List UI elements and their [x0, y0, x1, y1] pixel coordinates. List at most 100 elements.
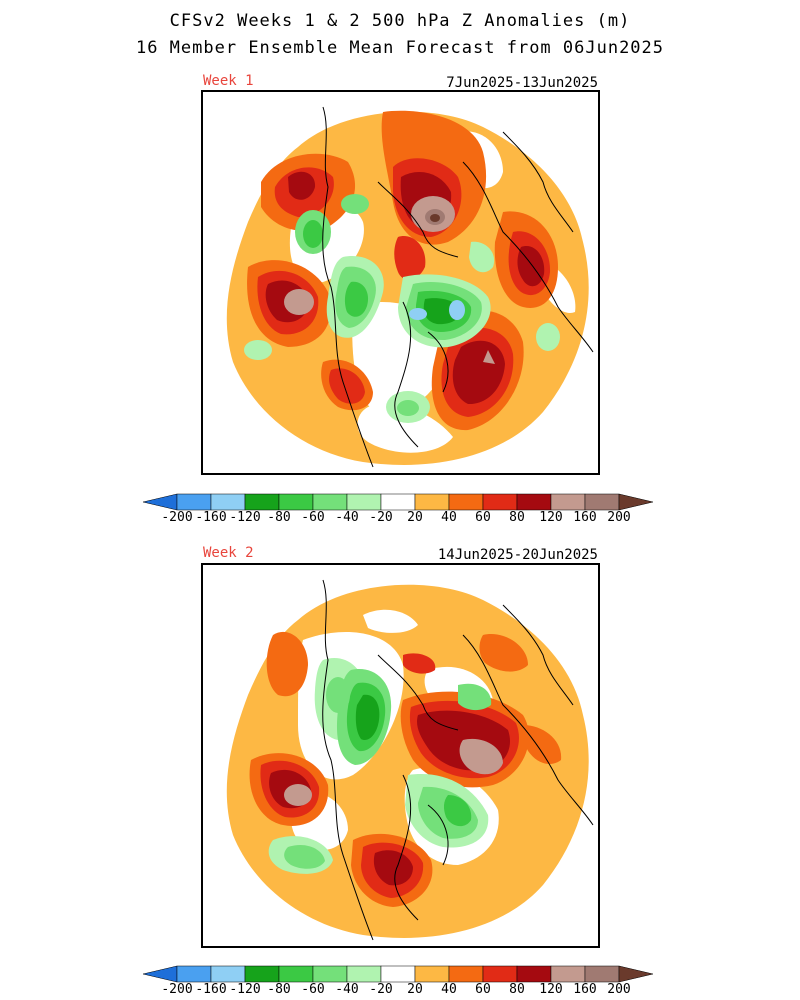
week1-anomaly-map	[226, 106, 594, 468]
colorbar-tick-label: -60	[301, 510, 325, 525]
week2-map-panel	[201, 563, 600, 948]
colorbar-tick-label: 40	[441, 510, 457, 525]
w2-neg40-e	[284, 844, 325, 869]
colorbar-tick-label: -40	[335, 510, 359, 525]
colorbar-tick-label: -20	[369, 510, 393, 525]
colorbar-bin	[482, 965, 518, 983]
w1-pos200-c	[430, 214, 440, 222]
colorbar-bin	[516, 493, 552, 511]
colorbar-tick-label: -60	[301, 982, 325, 997]
colorbar-bin	[550, 965, 586, 983]
colorbar-tick-label: -80	[267, 510, 291, 525]
w2-pos40-e	[479, 634, 528, 672]
w2-pos40-f	[523, 725, 562, 765]
week2-colorbar	[143, 965, 654, 983]
colorbar-bin	[278, 493, 314, 511]
colorbar-bin	[244, 493, 280, 511]
colorbar-bin	[176, 493, 212, 511]
colorbar-arrow-low	[143, 965, 178, 983]
w1-neg60-c	[303, 220, 323, 248]
w1-neg20-h	[469, 241, 495, 273]
colorbar-tick-label: 80	[509, 982, 525, 997]
colorbar-tick-label: -120	[229, 510, 261, 525]
w2-neg60-d	[443, 795, 472, 827]
colorbar-arrow-high	[618, 965, 654, 983]
colorbar-bin	[516, 965, 552, 983]
colorbar-tick-label: 160	[573, 510, 597, 525]
colorbar-bin	[414, 965, 450, 983]
w2-pos40-a	[266, 631, 308, 697]
colorbar-bin	[210, 965, 246, 983]
colorbar-arrow-high	[618, 493, 654, 511]
colorbar-tick-label: 40	[441, 982, 457, 997]
colorbar-tick-label: -40	[335, 982, 359, 997]
week2-dates: 14Jun2025-20Jun2025	[437, 547, 598, 563]
colorbar-bin	[380, 493, 416, 511]
figure-title: CFSv2 Weeks 1 & 2 500 hPa Z Anomalies (m…	[169, 11, 631, 31]
colorbar-bin	[346, 965, 382, 983]
colorbar-arrow-low	[143, 493, 178, 511]
colorbar-tick-label: 200	[607, 982, 631, 997]
w1-pos60-f	[329, 368, 365, 404]
colorbar-bin	[448, 965, 484, 983]
colorbar-tick-label: -160	[195, 982, 227, 997]
w1-white-4	[357, 403, 453, 453]
colorbar-tick-label: -200	[161, 510, 193, 525]
w1-pos80-d	[517, 246, 545, 287]
w1-coastlines	[322, 106, 594, 468]
colorbar-tick-label: 20	[407, 510, 423, 525]
colorbar-tick-label: -160	[195, 510, 227, 525]
colorbar-tick-label: -200	[161, 982, 193, 997]
w2-pos120-b	[284, 784, 312, 806]
w1-neg40-g	[397, 400, 419, 416]
w2-neg80-a	[355, 694, 380, 741]
colorbar-bin	[448, 493, 484, 511]
w1-pos120-e	[483, 350, 495, 364]
w1-pos80-a	[288, 171, 316, 200]
w2-coastlines	[322, 579, 594, 941]
colorbar-tick-label: 120	[539, 982, 563, 997]
w2-neg40-c	[458, 683, 492, 711]
colorbar-bin	[312, 965, 348, 983]
w1-neg20-e	[244, 340, 272, 360]
colorbar-tick-label: -120	[229, 982, 261, 997]
w1-pos60-c2	[394, 236, 426, 280]
colorbar-bin	[584, 965, 620, 983]
figure-subtitle: 16 Member Ensemble Mean Forecast from 06…	[135, 38, 665, 58]
colorbar-bin	[312, 493, 348, 511]
colorbar-bin	[346, 493, 382, 511]
w2-pos80-g	[373, 850, 413, 886]
w1-pos120-b	[284, 289, 314, 315]
w2-pos120-c	[459, 738, 503, 775]
w1-neg60-a	[344, 281, 369, 317]
week1-dates: 7Jun2025-13Jun2025	[446, 75, 598, 91]
colorbar-tick-label: 160	[573, 982, 597, 997]
week2-anomaly-map	[226, 579, 594, 941]
week1-label: Week 1	[203, 73, 254, 89]
colorbar-tick-label: 200	[607, 510, 631, 525]
w2-white-5	[363, 609, 418, 633]
colorbar-tick-label: 20	[407, 982, 423, 997]
w2-pos60-d	[403, 653, 436, 674]
colorbar-bin	[584, 493, 620, 511]
w1-neg20-f	[536, 323, 560, 351]
week1-colorbar	[143, 493, 654, 511]
w1-neg120-b2	[449, 300, 465, 320]
colorbar-tick-label: -80	[267, 982, 291, 997]
week1-map-panel	[201, 90, 600, 475]
colorbar-bin	[210, 493, 246, 511]
colorbar-tick-label: -20	[369, 982, 393, 997]
colorbar-bin	[176, 965, 212, 983]
colorbar-tick-label: 80	[509, 510, 525, 525]
w1-neg120-b1	[409, 308, 427, 320]
colorbar-bin	[482, 493, 518, 511]
week2-colorbar-bins	[143, 965, 654, 983]
w1-pos80-e	[452, 340, 505, 405]
colorbar-tick-label: 60	[475, 982, 491, 997]
colorbar-tick-label: 60	[475, 510, 491, 525]
colorbar-bin	[550, 493, 586, 511]
colorbar-bin	[278, 965, 314, 983]
w2-neg40-b	[326, 677, 350, 713]
week2-label: Week 2	[203, 545, 254, 561]
colorbar-bin	[414, 493, 450, 511]
